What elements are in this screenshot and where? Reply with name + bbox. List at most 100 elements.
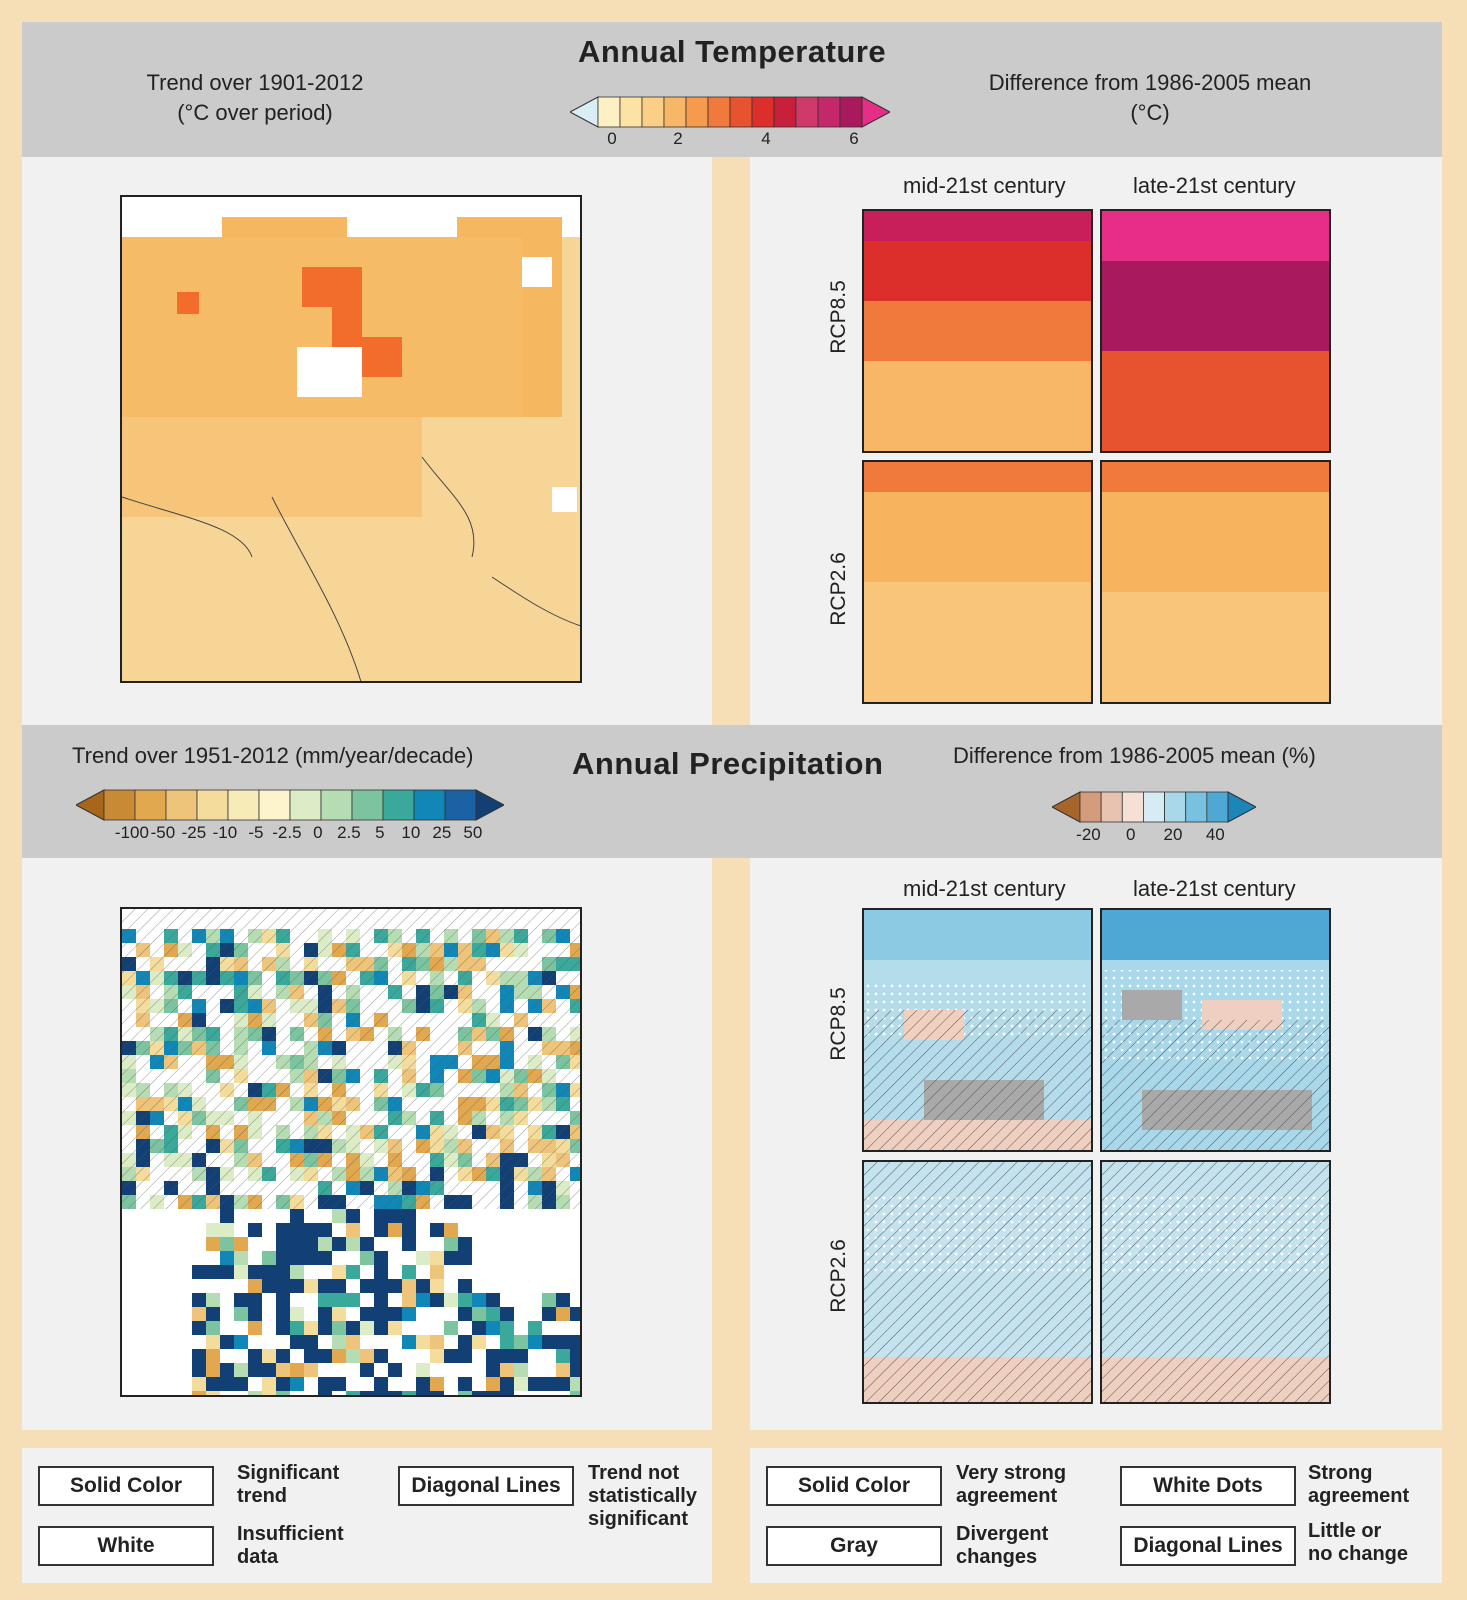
precipitation-trend-cell [458, 1237, 472, 1251]
precipitation-trend-cell [276, 1363, 290, 1377]
precipitation-right-colorbar-segment [1164, 791, 1187, 823]
precipitation-trend-cell [290, 1377, 304, 1391]
temperature-col-label-late: late-21st century [1133, 173, 1296, 198]
temperature-colorbar-segment [597, 96, 621, 128]
legend-right-solid-color-desc: Very strong agreement [956, 1462, 1067, 1507]
temperature-right-header: Difference from 1986-2005 mean (°C) [988, 70, 1312, 125]
precipitation-trend-cell [248, 1321, 262, 1335]
precipitation-trend-cell [220, 1335, 234, 1349]
temperature-colorbar-segment [685, 96, 709, 128]
precipitation-trend-cell [360, 1349, 374, 1363]
precipitation-trend-cell [332, 1279, 346, 1293]
legend-white-desc: Insufficient data [237, 1523, 344, 1568]
precipitation-trend-cell [332, 1377, 346, 1391]
precipitation-trend-cell [332, 1265, 346, 1279]
precipitation-trend-cell [234, 1377, 248, 1391]
precipitation-trend-cell [430, 1335, 444, 1349]
precipitation-trend-cell [206, 1349, 220, 1363]
precipitation-trend-cell [430, 1349, 444, 1363]
precipitation-trend-cell [262, 1279, 276, 1293]
precipitation-trend-cell [262, 1363, 276, 1377]
precipitation-trend-cell [528, 1335, 542, 1349]
precipitation-trend-cell [318, 1391, 332, 1395]
precipitation-title: Annual Precipitation [572, 746, 884, 781]
precipitation-trend-cell [542, 1335, 556, 1349]
temperature-projection-panel [750, 157, 1442, 725]
precipitation-trend-cell [458, 1335, 472, 1349]
precipitation-trend-cell [500, 1363, 514, 1377]
precipitation-trend-cell [374, 1209, 388, 1223]
precipitation-trend-cell [500, 1321, 514, 1335]
precipitation-trend-cell [486, 1321, 500, 1335]
precipitation-trend-cell [290, 1265, 304, 1279]
precipitation-trend-cell [304, 1279, 318, 1293]
precipitation-trend-cell [234, 1265, 248, 1279]
precipitation-trend-cell [374, 1377, 388, 1391]
precipitation-map-rcp85-mid [862, 908, 1093, 1152]
precipitation-trend-cell [276, 1307, 290, 1321]
precipitation-left-colorbar-tick-label: 50 [463, 823, 483, 842]
precipitation-trend-cell [416, 1251, 430, 1265]
precipitation-trend-cell [500, 1307, 514, 1321]
precipitation-trend-cell [430, 1251, 444, 1265]
precipitation-trend-cell [304, 1349, 318, 1363]
precipitation-trend-cell [234, 1335, 248, 1349]
precipitation-left-colorbar-segment [320, 789, 353, 821]
precipitation-trend-cell [360, 1363, 374, 1377]
precipitation-map-rcp26-late [1100, 1160, 1331, 1404]
precipitation-trend-cell [444, 1223, 458, 1237]
precipitation-trend-cell [570, 1391, 580, 1395]
precipitation-right-colorbar-segment [1143, 791, 1165, 823]
precipitation-left-colorbar [76, 789, 504, 821]
precipitation-trend-cell [486, 1293, 500, 1307]
precipitation-trend-cell [220, 1265, 234, 1279]
precipitation-left-colorbar-tick-label: 0 [313, 823, 323, 842]
temperature-trend-map [120, 195, 582, 683]
temperature-row-label-rcp26: RCP2.6 [826, 552, 850, 626]
precipitation-trend-cell [304, 1237, 318, 1251]
legend-white-box: White [38, 1526, 214, 1566]
temperature-row-label-rcp85: RCP8.5 [826, 280, 850, 354]
precipitation-left-colorbar-segment [413, 789, 446, 821]
precipitation-trend-cell [416, 1335, 430, 1349]
precipitation-trend-cell [458, 1349, 472, 1363]
precipitation-trend-cell [514, 1377, 528, 1391]
precipitation-trend-cell [206, 1237, 220, 1251]
precipitation-left-colorbar-tick-label: 10 [401, 823, 421, 842]
precipitation-trend-cell [318, 1377, 332, 1391]
precipitation-trend-cell [500, 1377, 514, 1391]
precipitation-trend-cell [248, 1265, 262, 1279]
precipitation-trend-cell [556, 1377, 570, 1391]
precipitation-left-colorbar-segment [289, 789, 322, 821]
precipitation-trend-cell [346, 1209, 360, 1223]
precipitation-trend-cell [206, 1321, 220, 1335]
legend-diagonal-lines-box: Diagonal Lines [398, 1466, 574, 1506]
precipitation-trend-cell [262, 1251, 276, 1265]
precipitation-trend-cell [332, 1209, 346, 1223]
temperature-header-band [22, 22, 1442, 157]
precipitation-projection-panel [750, 858, 1442, 1430]
precipitation-left-colorbar-tick-label: -5 [248, 823, 264, 842]
precipitation-trend-cell [444, 1251, 458, 1265]
precipitation-trend-cell [528, 1377, 542, 1391]
precipitation-trend-cell [346, 1321, 360, 1335]
precipitation-trend-cell [556, 1293, 570, 1307]
precipitation-trend-cell [262, 1391, 276, 1395]
precipitation-trend-cell [570, 1377, 580, 1391]
precipitation-trend-cell [192, 1307, 206, 1321]
precipitation-trend-cell [360, 1391, 374, 1395]
precipitation-trend-cell [290, 1251, 304, 1265]
precipitation-trend-cell [346, 1349, 360, 1363]
precipitation-trend-cell [430, 1377, 444, 1391]
precipitation-trend-cell [192, 1293, 206, 1307]
precipitation-trend-cell [234, 1307, 248, 1321]
precipitation-trend-cell [304, 1223, 318, 1237]
precipitation-trend-cell [304, 1251, 318, 1265]
precipitation-trend-cell [332, 1335, 346, 1349]
precipitation-trend-cell [458, 1391, 472, 1395]
precipitation-trend-cell [248, 1349, 262, 1363]
precipitation-trend-cell [500, 1349, 514, 1363]
temperature-colorbar-tick-label: 2 [673, 129, 683, 148]
precipitation-left-colorbar-tick-label: -25 [181, 823, 207, 842]
precipitation-trend-cell [290, 1237, 304, 1251]
